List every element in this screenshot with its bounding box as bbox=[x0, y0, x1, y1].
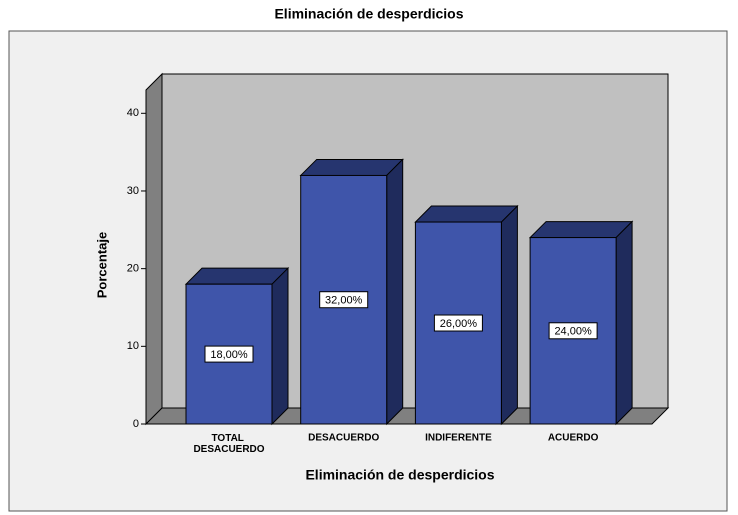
x-tick-label: ACUERDO bbox=[548, 433, 599, 444]
bar-side bbox=[500, 204, 518, 426]
y-tick-label: 20 bbox=[127, 263, 139, 275]
bar-top bbox=[299, 158, 404, 176]
y-tick-label: 40 bbox=[127, 107, 139, 119]
bar-top bbox=[184, 267, 290, 285]
y-axis-title: Porcentaje bbox=[94, 232, 109, 298]
side-wall bbox=[145, 72, 163, 426]
x-tick-label: TOTAL DESACUERDO bbox=[193, 433, 264, 455]
x-tick-label: DESACUERDO bbox=[308, 433, 379, 444]
value-label-box bbox=[548, 322, 598, 340]
value-label-box bbox=[319, 291, 369, 309]
x-axis-title: Eliminación de desperdicios bbox=[305, 467, 494, 483]
bar-top bbox=[414, 205, 519, 223]
value-label: 32,00% bbox=[325, 295, 363, 307]
value-label-box bbox=[204, 345, 254, 363]
y-tick-label: 30 bbox=[127, 185, 139, 197]
x-tick-label: INDIFERENTE bbox=[425, 433, 492, 444]
y-tick-label: 0 bbox=[133, 418, 139, 430]
value-label-box bbox=[433, 314, 483, 332]
bar-top bbox=[528, 221, 634, 239]
value-label: 26,00% bbox=[440, 318, 478, 330]
bar-side bbox=[386, 158, 404, 426]
value-label: 18,00% bbox=[210, 349, 248, 361]
value-label: 24,00% bbox=[554, 326, 592, 338]
chart-title: Eliminación de desperdicios bbox=[274, 6, 463, 22]
bar-side bbox=[271, 266, 289, 426]
bar-side bbox=[615, 220, 633, 426]
y-tick-label: 10 bbox=[127, 340, 139, 352]
